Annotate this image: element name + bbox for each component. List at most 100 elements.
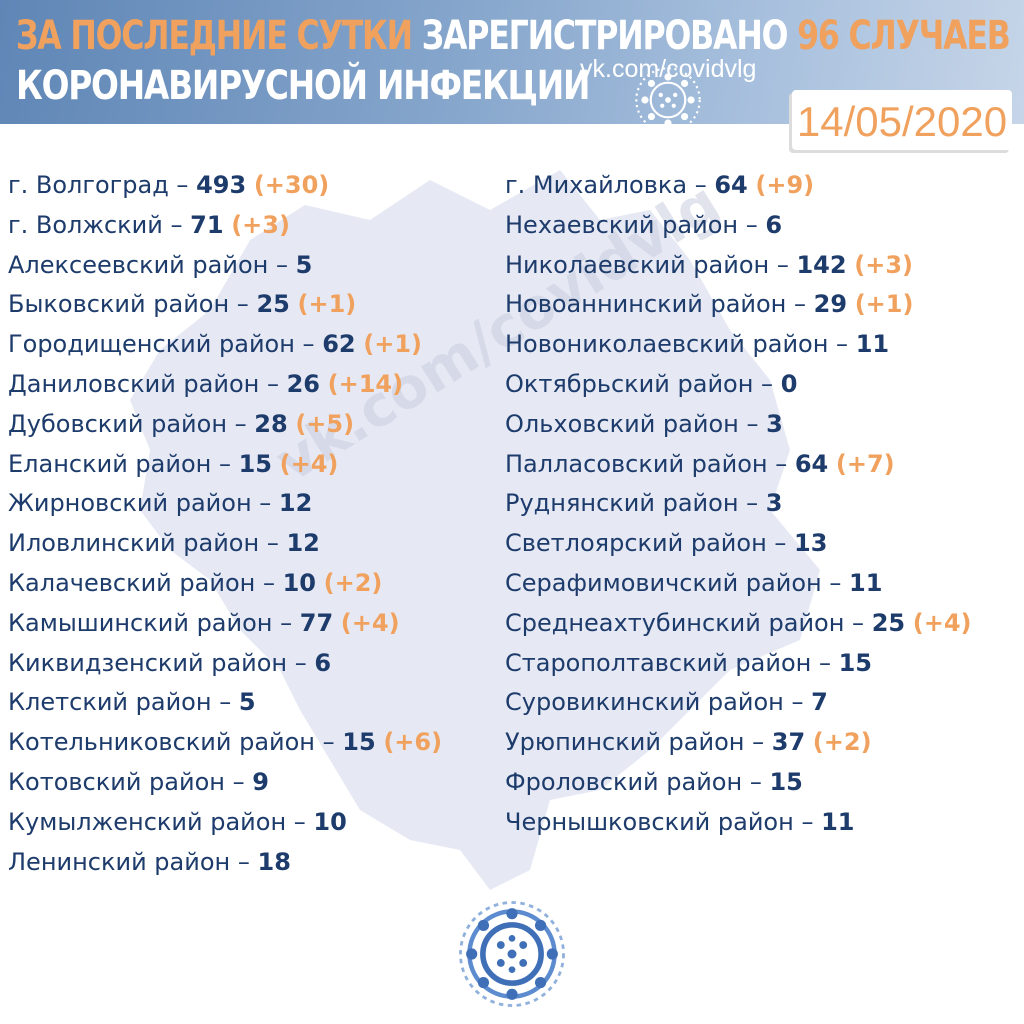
separator-dash: – [251,489,279,518]
district-row: Фроловский район – 15 [505,763,971,803]
region-map-silhouette [130,170,820,890]
case-delta: (+1) [363,330,422,359]
separator-dash: – [259,529,287,558]
district-name: Котельниковский район [8,728,315,757]
case-delta: (+2) [323,568,383,597]
district-name: Иловлинский район [8,529,260,558]
separator-dash: – [766,529,795,558]
case-total: 10 [282,568,316,597]
case-total: 11 [849,568,883,597]
district-name: Новоаннинский район [505,290,787,319]
district-row: Калачевский район – 10 (+2) [8,564,442,604]
case-delta: (+1) [854,290,914,319]
district-row: Старополтавский район – 15 [505,644,971,684]
case-total: 18 [257,847,291,876]
case-total: 15 [769,767,803,796]
district-name: Еланский район [8,449,212,478]
case-delta: (+4) [279,449,339,478]
district-row: Новониколаевский район – 11 [505,325,971,365]
case-total: 15 [238,449,273,478]
case-delta: (+14) [327,369,404,398]
separator-dash: – [227,409,255,438]
district-name: Суровикинский район [505,688,784,717]
district-name: Новониколаевский район [505,330,829,359]
district-row: г. Волжский – 71 (+3) [8,206,442,246]
case-total: 15 [342,728,376,757]
case-total: 10 [313,807,347,836]
case-total: 6 [765,210,783,239]
case-total: 62 [322,330,356,359]
separator-dash: – [162,210,191,239]
separator-dash: – [211,688,239,717]
district-name: Среднеахтубинский район [505,608,845,637]
district-name: Серафимовичский район [505,568,822,597]
case-total: 6 [314,648,332,677]
district-row: Дубовский район – 28 (+5) [8,405,442,445]
district-row: Новоаннинский район – 29 (+1) [505,285,971,325]
case-total: 26 [286,369,321,398]
district-name: Калачевский район [8,568,256,597]
district-row: Среднеахтубинский район – 25 (+4) [505,604,971,644]
district-row: Урюпинский район – 37 (+2) [505,723,971,763]
case-total: 3 [765,489,783,518]
district-name: Ольховский район [505,409,739,438]
separator-dash: – [738,489,766,518]
district-row: Николаевский район – 142 (+3) [505,246,971,286]
separator-dash: – [224,767,253,796]
case-total: 12 [286,529,320,558]
district-name: Нехаевский район [505,210,739,239]
separator-dash: – [786,290,814,319]
separator-dash: – [259,369,287,398]
district-name: Камышинский район [8,608,273,637]
district-name: Ленинский район [8,847,231,876]
case-total: 71 [190,210,224,239]
district-row: Суровикинский район – 7 [505,683,971,723]
district-name: Жирновский район [8,489,252,518]
case-total: 13 [794,529,828,558]
district-row: Кумылженский район – 10 [8,803,442,843]
district-name: г. Михайловка [505,171,688,199]
separator-dash: – [821,568,849,597]
district-name: Светлоярский район [505,529,767,558]
district-name: Николаевский район [505,250,770,279]
separator-dash: – [811,648,839,677]
case-total: 15 [838,648,873,677]
headline-line-1: ЗА ПОСЛЕДНИЕ СУТКИ ЗАРЕГИСТРИРОВАНО 96 С… [16,16,1011,56]
headline-line-2: КОРОНАВИРУСНОЙ ИНФЕКЦИИ [16,63,590,109]
district-row: Ольховский район – 3 [505,405,971,445]
district-row: Нехаевский район – 6 [505,206,971,246]
district-name: г. Волжский [8,210,163,239]
district-row: Палласовский район – 64 (+7) [505,445,971,485]
district-row: Серафимовичский район – 11 [505,564,971,604]
case-total: 0 [780,369,798,398]
case-delta: (+1) [297,290,357,319]
separator-dash: – [738,409,767,438]
separator-dash: – [844,608,872,637]
district-row: Клетский район – 5 [8,683,442,723]
case-delta: (+7) [835,449,895,478]
case-total: 5 [295,250,313,279]
district-name: Октябрьский район [505,369,754,398]
separator-dash: – [767,449,795,478]
district-row: Иловлинский район – 12 [8,524,442,564]
separator-dash: – [287,648,315,677]
separator-dash: – [229,290,257,319]
district-row: Жирновский район – 12 [8,484,442,524]
district-row: Алексеевский район – 5 [8,246,442,286]
district-row: г. Волгоград – 493 (+30) [8,166,442,206]
case-total: 25 [256,290,290,319]
case-delta: (+9) [755,171,815,199]
case-total: 12 [278,489,313,518]
date-text: 14/05/2020 [796,98,1008,145]
case-total: 64 [714,171,748,199]
separator-dash: – [230,847,258,876]
case-total: 142 [796,250,847,279]
date-badge: 14/05/2020 [792,90,1012,150]
district-row: Чернышковский район – 11 [505,803,971,843]
separator-dash: – [211,449,239,478]
case-total: 3 [766,409,783,438]
separator-dash: – [783,688,812,717]
district-name: Быковский район [8,290,230,319]
separator-dash: – [286,807,314,836]
district-name: Кумылженский район [8,807,287,836]
